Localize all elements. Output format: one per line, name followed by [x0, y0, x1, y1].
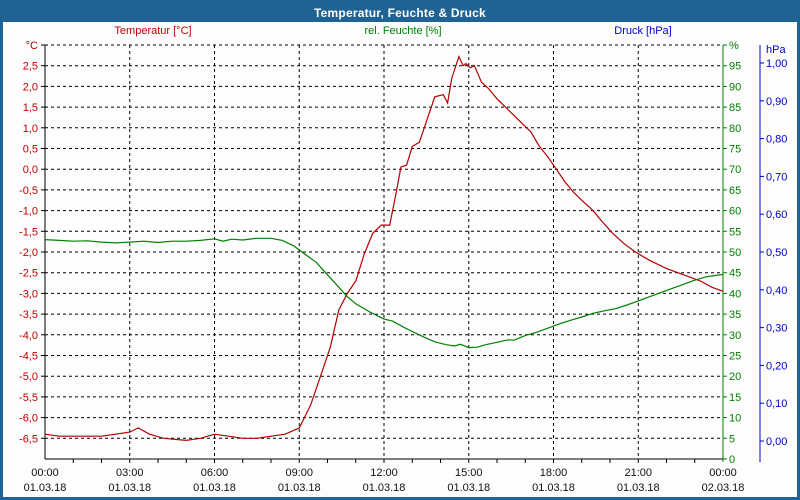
humidity-tick-label: 25 [729, 351, 741, 363]
temp-tick-label: -4,5 [19, 351, 38, 363]
temp-tick-label: 2,0 [23, 81, 38, 93]
humidity-tick-label: 85 [729, 102, 741, 114]
x-time-label: 12:00 [370, 467, 398, 479]
humidity-tick-label: 10 [729, 413, 741, 425]
temp-tick-label: -5,5 [19, 392, 38, 404]
humidity-tick-label: 45 [729, 268, 741, 280]
temp-tick-label: -6,0 [19, 413, 38, 425]
x-time-label: 18:00 [540, 467, 568, 479]
humidity-tick-label: 95 [729, 61, 741, 73]
temp-tick-label: 1,0 [23, 123, 38, 135]
temp-tick-label: -3,0 [19, 288, 38, 300]
x-date-label: 01.03.18 [108, 482, 151, 494]
humidity-tick-label: 50 [729, 247, 741, 259]
pressure-tick-label: 0,40 [766, 285, 787, 297]
humidity-tick-label: 80 [729, 123, 741, 135]
humidity-tick-label: 35 [729, 309, 741, 321]
temp-tick-label: 1,5 [23, 102, 38, 114]
temp-tick-label: 2,5 [23, 61, 38, 73]
chart-plot-area: °C 2,5 2,0 1,5 1,0 0,5 0,0 -0,5 -1,0 -1,5 -2,0 -2,5… [19, 40, 787, 494]
legend-humidity: rel. Feuchte [%] [364, 25, 442, 37]
pressure-tick-label: 0,30 [766, 323, 787, 335]
window-title: Temperatur, Feuchte & Druck [314, 5, 486, 20]
x-time-label: 06:00 [201, 467, 229, 479]
x-date-label: 02.03.18 [702, 482, 745, 494]
x-date-label: 01.03.18 [278, 482, 321, 494]
x-time-label: 03:00 [116, 467, 144, 479]
temp-tick-label: -4,0 [19, 330, 38, 342]
temp-tick-label: -3,5 [19, 309, 38, 321]
x-time-label: 15:00 [455, 467, 483, 479]
pressure-tick-label: 0,90 [766, 96, 787, 108]
legend-pressure: Druck [hPa] [614, 25, 672, 37]
humidity-tick-label: 70 [729, 164, 741, 176]
x-date-label: 01.03.18 [363, 482, 406, 494]
pressure-tick-label: 0,20 [766, 360, 787, 372]
temp-tick-label: -6,5 [19, 433, 38, 445]
temp-tick-label: -1,0 [19, 206, 38, 218]
humidity-tick-label: 0 [729, 454, 735, 466]
humidity-tick-label: 55 [729, 226, 741, 238]
x-time-label: 00:00 [709, 467, 737, 479]
x-time-label: 21:00 [624, 467, 652, 479]
pressure-tick-label: 0,50 [766, 247, 787, 259]
title-bar: Temperatur, Feuchte & Druck [3, 3, 797, 22]
pressure-tick-label: 0,00 [766, 436, 787, 448]
temp-tick-label: 0,5 [23, 144, 38, 156]
humidity-tick-label: 40 [729, 288, 741, 300]
humidity-tick-label: 60 [729, 206, 741, 218]
temp-tick-label: -0,5 [19, 185, 38, 197]
humidity-tick-label: % [729, 41, 739, 52]
humidity-tick-label: 75 [729, 144, 741, 156]
legend-temperature: Temperatur [°C] [114, 25, 192, 37]
temp-tick-label: -2,0 [19, 247, 38, 259]
temp-tick-label: 0,0 [23, 164, 38, 176]
legend-row: Temperatur [°C] rel. Feuchte [%] Druck [… [3, 22, 797, 41]
series-humidity [44, 237, 724, 349]
temp-tick-label: -5,0 [19, 371, 38, 383]
humidity-tick-label: 65 [729, 185, 741, 197]
temp-tick-label: °C [26, 41, 38, 52]
x-date-label: 01.03.18 [447, 482, 490, 494]
humidity-tick-label: 30 [729, 330, 741, 342]
x-date-label: 01.03.18 [617, 482, 660, 494]
temp-tick-label: -2,5 [19, 268, 38, 280]
x-date-label: 01.03.18 [193, 482, 236, 494]
humidity-tick-label: 15 [729, 392, 741, 404]
pressure-tick-label: 0,60 [766, 209, 787, 221]
x-time-label: 00:00 [31, 467, 59, 479]
pressure-tick-label: 1,00 [766, 58, 787, 70]
humidity-tick-label: 5 [729, 433, 735, 445]
x-date-label: 01.03.18 [24, 482, 67, 494]
pressure-tick-label: 0,10 [766, 398, 787, 410]
x-date-label: 01.03.18 [532, 482, 575, 494]
x-time-label: 09:00 [285, 467, 313, 479]
temp-tick-label: -1,5 [19, 226, 38, 238]
pressure-unit-label: hPa [766, 44, 786, 56]
humidity-tick-label: 20 [729, 371, 741, 383]
humidity-tick-label: 90 [729, 81, 741, 93]
pressure-tick-label: 0,70 [766, 171, 787, 183]
pressure-tick-label: 0,80 [766, 134, 787, 146]
series-temperature [44, 54, 724, 442]
